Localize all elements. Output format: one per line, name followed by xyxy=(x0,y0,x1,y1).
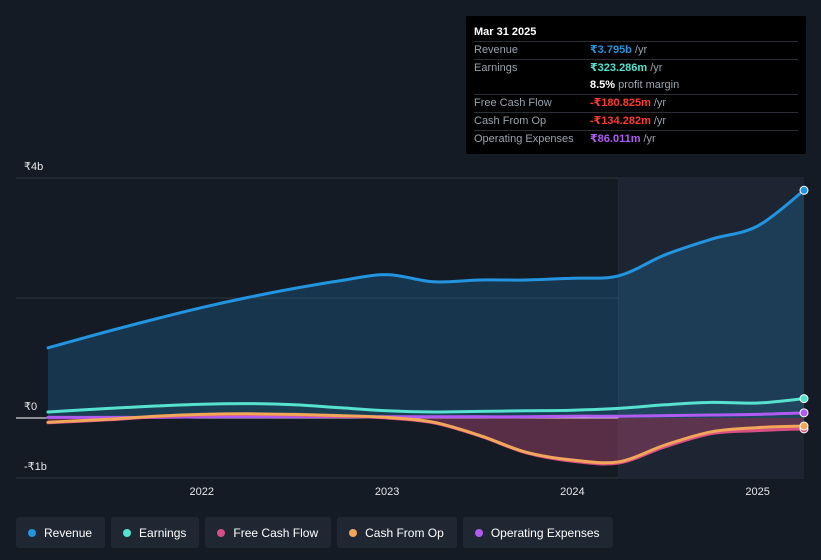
y-tick-label: -₹1b xyxy=(24,461,47,473)
tooltip-unit: /yr xyxy=(650,62,663,74)
series-endpoints xyxy=(799,185,809,434)
x-axis-ticks: 2022 2023 2024 2025 xyxy=(190,486,770,498)
cash-from-op-endpoint xyxy=(799,421,809,431)
legend-dot-icon xyxy=(217,528,226,537)
x-tick-label: 2023 xyxy=(375,486,399,498)
tooltip-label xyxy=(474,77,590,94)
legend-item-earnings[interactable]: Earnings xyxy=(111,517,200,548)
series-lines xyxy=(46,188,806,466)
legend-label: Free Cash Flow xyxy=(233,525,319,540)
revenue-line xyxy=(46,188,806,350)
x-tick-label: 2025 xyxy=(745,486,769,498)
legend-label: Revenue xyxy=(44,525,93,540)
operating-expenses-endpoint xyxy=(799,408,809,418)
tooltip-unit: profit margin xyxy=(618,79,680,91)
legend-label: Operating Expenses xyxy=(490,525,600,540)
revenue-area xyxy=(48,190,804,418)
tooltip-label: Free Cash Flow xyxy=(474,97,552,109)
tooltip-value: -₹180.825m xyxy=(590,97,651,109)
tooltip-row-profit-margin: 8.5% profit margin xyxy=(474,77,798,94)
tooltip-label: Cash From Op xyxy=(474,115,547,127)
cash-from-op-line xyxy=(46,412,806,465)
legend-item-cash-from-op[interactable]: Cash From Op xyxy=(337,517,457,548)
legend: Revenue Earnings Free Cash Flow Cash Fro… xyxy=(16,517,613,548)
tooltip-label: Revenue xyxy=(474,44,519,56)
legend-dot-icon xyxy=(349,528,358,537)
tooltip-unit: /yr xyxy=(643,133,656,145)
x-tick-label: 2024 xyxy=(560,486,584,498)
earnings-line xyxy=(46,397,806,414)
legend-label: Cash From Op xyxy=(365,525,444,540)
legend-dot-icon xyxy=(474,528,483,537)
legend-dot-icon xyxy=(123,528,132,537)
tooltip-panel: Mar 31 2025 Revenue ₹3.795b /yr Earnings… xyxy=(466,16,806,154)
tooltip-value: -₹134.282m xyxy=(590,115,651,127)
tooltip-row-revenue: Revenue ₹3.795b /yr xyxy=(474,41,798,59)
tooltip-value: ₹323.286m xyxy=(590,62,648,74)
tooltip-row-earnings: Earnings ₹323.286m /yr xyxy=(474,59,798,77)
revenue-endpoint xyxy=(799,185,809,195)
tooltip-unit: /yr xyxy=(653,115,667,127)
tooltip-value: ₹3.795b xyxy=(590,44,632,56)
legend-dot-icon xyxy=(28,528,36,537)
tooltip-unit: /yr xyxy=(634,44,648,56)
legend-item-revenue[interactable]: Revenue xyxy=(16,517,106,548)
tooltip-row-free-cash-flow: Free Cash Flow -₹180.825m /yr xyxy=(474,94,798,112)
tooltip-label: Operating Expenses xyxy=(474,133,574,145)
operating-expenses-line xyxy=(46,411,806,419)
tooltip-unit: /yr xyxy=(653,97,667,109)
y-tick-label: ₹0 xyxy=(24,401,38,413)
tooltip-row-operating-expenses: Operating Expenses ₹86.011m /yr xyxy=(474,130,798,148)
legend-label: Earnings xyxy=(139,525,187,540)
y-tick-label: ₹4b xyxy=(24,161,44,173)
tooltip-value: 8.5% xyxy=(590,79,616,91)
legend-item-operating-expenses[interactable]: Operating Expenses xyxy=(462,517,613,548)
free-cash-flow-area xyxy=(48,414,804,464)
tooltip-label: Earnings xyxy=(474,62,518,74)
x-tick-label: 2022 xyxy=(190,486,214,498)
tooltip-row-cash-from-op: Cash From Op -₹134.282m /yr xyxy=(474,112,798,130)
tooltip-date: Mar 31 2025 xyxy=(474,26,537,38)
legend-item-free-cash-flow[interactable]: Free Cash Flow xyxy=(205,517,332,548)
earnings-endpoint xyxy=(799,394,809,404)
tooltip-value: ₹86.011m xyxy=(590,133,641,145)
